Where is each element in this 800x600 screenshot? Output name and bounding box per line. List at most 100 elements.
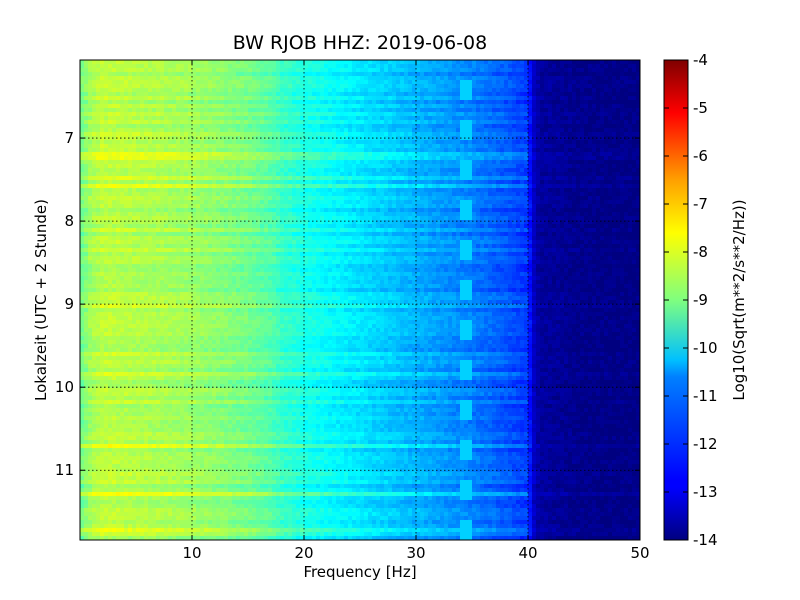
heatmap-cell — [476, 92, 481, 97]
heatmap-cell — [200, 164, 205, 169]
heatmap-cell — [152, 180, 157, 185]
heatmap-cell — [292, 140, 297, 145]
heatmap-cell — [548, 176, 553, 181]
heatmap-cell — [284, 132, 289, 137]
heatmap-cell — [520, 188, 525, 193]
heatmap-cell — [360, 160, 365, 165]
heatmap-cell — [356, 132, 361, 137]
heatmap-cell — [596, 108, 601, 113]
heatmap-cell — [460, 180, 465, 185]
heatmap-cell — [624, 112, 629, 117]
heatmap-cell — [508, 128, 513, 133]
heatmap-cell — [204, 64, 209, 69]
heatmap-cell — [296, 120, 301, 125]
heatmap-cell — [384, 156, 389, 161]
heatmap-cell — [620, 172, 625, 177]
heatmap-cell — [628, 160, 633, 165]
heatmap-cell — [384, 168, 389, 173]
heatmap-cell — [432, 144, 437, 149]
heatmap-cell — [356, 168, 361, 173]
heatmap-cell — [372, 164, 377, 169]
heatmap-cell — [364, 148, 369, 153]
heatmap-cell — [540, 112, 545, 117]
heatmap-cell — [300, 164, 305, 169]
heatmap-cell — [336, 100, 341, 105]
heatmap-cell — [544, 180, 549, 185]
heatmap-cell — [112, 160, 117, 165]
heatmap-cell — [576, 192, 581, 197]
heatmap-cell — [184, 144, 189, 149]
heatmap-cell — [132, 108, 137, 113]
heatmap-cell — [492, 152, 497, 157]
heatmap-cell — [632, 92, 637, 97]
heatmap-cell — [236, 84, 241, 89]
heatmap-cell — [372, 120, 377, 125]
heatmap-cell — [568, 164, 573, 169]
heatmap-cell — [80, 172, 85, 177]
heatmap-cell — [476, 188, 481, 193]
heatmap-cell — [320, 120, 325, 125]
heatmap-cell — [584, 172, 589, 177]
heatmap-cell — [236, 80, 241, 85]
heatmap-cell — [196, 196, 201, 201]
heatmap-cell — [116, 192, 121, 197]
heatmap-cell — [292, 84, 297, 89]
heatmap-cell — [624, 60, 629, 65]
heatmap-cell — [612, 140, 617, 145]
heatmap-cell — [172, 116, 177, 121]
heatmap-cell — [400, 80, 405, 85]
heatmap-cell — [604, 176, 609, 181]
heatmap-cell — [140, 92, 145, 97]
heatmap-cell — [288, 124, 293, 129]
heatmap-cell — [428, 180, 433, 185]
heatmap-cell — [576, 184, 581, 189]
heatmap-cell — [196, 144, 201, 149]
heatmap-cell — [504, 140, 509, 145]
heatmap-cell — [584, 180, 589, 185]
heatmap-cell — [372, 124, 377, 129]
heatmap-cell — [452, 100, 457, 105]
heatmap-cell — [584, 84, 589, 89]
heatmap-cell — [184, 168, 189, 173]
heatmap-cell — [240, 148, 245, 153]
heatmap-cell — [248, 156, 253, 161]
heatmap-cell — [232, 68, 237, 73]
heatmap-cell — [184, 180, 189, 185]
heatmap-cell — [408, 136, 413, 141]
heatmap-cell — [480, 156, 485, 161]
heatmap-cell — [408, 104, 413, 109]
heatmap-cell — [296, 140, 301, 145]
heatmap-cell — [132, 76, 137, 81]
heatmap-cell — [532, 60, 537, 65]
heatmap-cell — [116, 160, 121, 165]
heatmap-cell — [308, 156, 313, 161]
heatmap-cell — [204, 84, 209, 89]
heatmap-cell — [560, 100, 565, 105]
heatmap-cell — [432, 192, 437, 197]
heatmap-cell — [144, 104, 149, 109]
heatmap-cell — [556, 108, 561, 113]
heatmap-cell — [108, 200, 113, 205]
heatmap-cell — [352, 104, 357, 109]
heatmap-cell — [308, 144, 313, 149]
heatmap-cell — [464, 176, 469, 181]
heatmap-cell — [504, 196, 509, 201]
heatmap-cell — [540, 84, 545, 89]
heatmap-cell — [432, 200, 437, 205]
heatmap-cell — [396, 96, 401, 101]
heatmap-cell — [572, 96, 577, 101]
heatmap-cell — [336, 172, 341, 177]
heatmap-cell — [312, 188, 317, 193]
heatmap-cell — [268, 80, 273, 85]
heatmap-cell — [128, 128, 133, 133]
heatmap-cell — [360, 88, 365, 93]
heatmap-cell — [84, 88, 89, 93]
heatmap-cell — [588, 144, 593, 149]
heatmap-cell — [252, 108, 257, 113]
heatmap-cell — [408, 156, 413, 161]
heatmap-cell — [568, 92, 573, 97]
heatmap-cell — [512, 172, 517, 177]
heatmap-cell — [180, 96, 185, 101]
heatmap-cell — [348, 196, 353, 201]
heatmap-cell — [312, 152, 317, 157]
